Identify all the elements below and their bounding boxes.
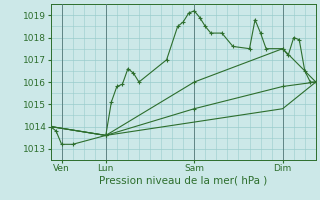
- X-axis label: Pression niveau de la mer( hPa ): Pression niveau de la mer( hPa ): [99, 176, 267, 186]
